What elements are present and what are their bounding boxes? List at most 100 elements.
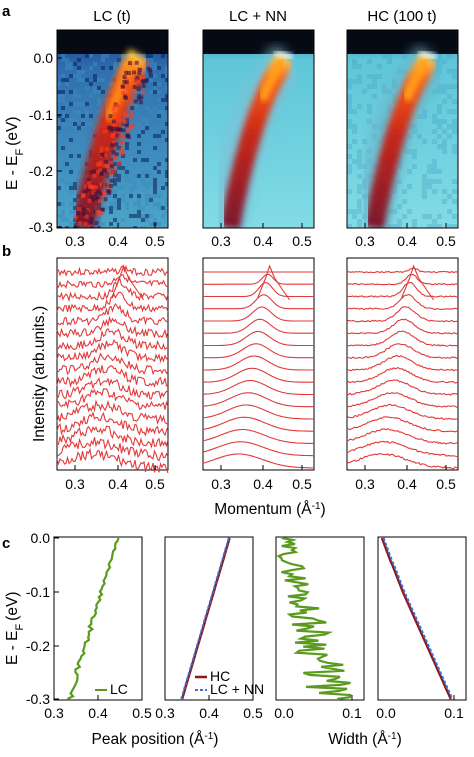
row-c-ytick-0: 0.0	[31, 530, 51, 546]
mdc-stack-hc	[346, 264, 459, 470]
mdc-lc-frame	[56, 257, 169, 471]
peak-compare-plot	[180, 537, 231, 700]
mdc-curve	[202, 441, 314, 457]
peak-lc-frame	[53, 536, 143, 701]
mdc-curve	[56, 315, 169, 339]
mdc-curve	[346, 343, 459, 360]
mdc-curve	[346, 403, 459, 420]
mdc-curve	[203, 355, 314, 371]
panel-label-b: b	[2, 243, 11, 260]
mdc-curve	[346, 354, 459, 372]
row-a-ytick-3: -0.3	[29, 219, 53, 235]
mdc-curve	[57, 425, 169, 449]
width-compare-frame	[377, 536, 467, 701]
b2-xtick-1: 0.4	[253, 476, 273, 492]
width-lc-plot	[276, 536, 353, 701]
mdc-curve	[56, 388, 169, 410]
c4-xtick-0: 0.0	[376, 705, 396, 721]
mdc-curve	[202, 392, 314, 408]
width-lc-frame	[275, 536, 365, 701]
c1-xtick-0: 0.3	[44, 705, 64, 721]
panel-label-a: a	[2, 3, 11, 20]
legend-label-hc: HC	[210, 668, 230, 684]
series-line	[180, 537, 230, 700]
row-c-ytick-2: -0.2	[26, 638, 50, 654]
row-c-ytick-3: -0.3	[26, 691, 50, 707]
mdc-curve	[203, 281, 314, 298]
a2-xtick-1: 0.4	[253, 233, 273, 249]
mdc-curve	[202, 416, 314, 432]
row-a-ytick-1: -0.1	[29, 107, 53, 123]
mdc-curve	[346, 366, 459, 384]
a1-xtick-0: 0.3	[65, 233, 85, 249]
mdc-curve	[346, 440, 459, 458]
legend-label-lc: LC	[110, 681, 128, 697]
c2-xtick-2: 0.5	[243, 705, 263, 721]
mdc-curve	[346, 282, 459, 298]
mdc-curve	[346, 416, 459, 433]
b2-xtick-2: 0.5	[292, 476, 312, 492]
b1-xtick-0: 0.3	[65, 476, 85, 492]
mdc-stack-lcnn	[202, 264, 315, 469]
legend-label-lcnn: LC + NN	[210, 681, 264, 697]
row-c-xticks: 0.3 0.4 0.5 0.3 0.4 0.5 0.0 0.1 0.0 0.1	[44, 695, 464, 721]
mdc-curve	[346, 453, 459, 470]
mdc-curve	[346, 379, 459, 396]
mdc-lcnn-frame	[202, 257, 315, 471]
mdc-curve	[56, 399, 169, 425]
c4-xtick-1: 0.1	[444, 705, 464, 721]
b3-xtick-0: 0.3	[355, 476, 375, 492]
peak-compare-frame	[164, 536, 254, 701]
panel-label-c: c	[2, 535, 10, 552]
row-a-ytick-2: -0.2	[29, 163, 53, 179]
c3-xtick-0: 0.0	[274, 705, 294, 721]
heatmap-lcnn	[203, 30, 314, 228]
a1-xtick-2: 0.5	[145, 233, 165, 249]
mdc-top-peak	[401, 264, 435, 301]
mdc-curve	[56, 302, 169, 326]
mdc-curve	[56, 365, 169, 388]
b2-xtick-0: 0.3	[211, 476, 231, 492]
mdc-curve	[203, 306, 314, 322]
mdc-curve	[56, 338, 169, 364]
legend-lc: LC	[95, 681, 128, 697]
mdc-curve	[56, 352, 169, 376]
row-c-xlabel-width: Width (Å-1)	[328, 731, 402, 749]
series-line	[382, 537, 454, 700]
mdc-curve	[203, 318, 314, 334]
row-a-xticks: 0.3 0.4 0.5 0.3 0.4 0.5 0.3 0.4 0.5	[65, 223, 456, 249]
a3-xtick-1: 0.4	[397, 233, 417, 249]
b3-xtick-2: 0.5	[436, 476, 456, 492]
c2-xtick-0: 0.3	[155, 705, 175, 721]
c1-xtick-1: 0.4	[88, 705, 108, 721]
heatmap-hc-frame	[346, 29, 459, 229]
mdc-curve	[202, 379, 314, 396]
mdc-curve	[346, 330, 459, 347]
column-title-hc: HC (100 t)	[367, 8, 436, 25]
peak-lc-plot	[66, 537, 120, 701]
mdc-curve	[56, 291, 169, 314]
row-a-ytick-0: 0.0	[34, 50, 54, 66]
mdc-curve	[346, 273, 459, 286]
series-line	[66, 537, 120, 701]
row-c-ylabel: E - EF(eV)	[4, 592, 26, 665]
heatmap-hc	[347, 30, 458, 228]
mdc-curve	[346, 267, 459, 274]
mdc-stack-lc	[56, 264, 169, 474]
mdc-curve	[202, 453, 314, 469]
mdc-curve	[56, 437, 169, 462]
mdc-curve	[56, 447, 169, 474]
row-a-ylabel: E - EF(eV)	[4, 117, 26, 190]
mdc-curve	[346, 392, 459, 408]
mdc-curve	[56, 278, 169, 303]
mdc-curve	[202, 404, 314, 420]
mdc-curve	[56, 411, 169, 437]
b1-xtick-1: 0.4	[108, 476, 128, 492]
series-line	[276, 536, 353, 701]
mdc-curve	[203, 273, 315, 285]
a2-xtick-2: 0.5	[292, 233, 312, 249]
mdc-hc-frame	[346, 257, 459, 471]
mdc-curve	[56, 327, 169, 351]
mdc-curve	[56, 264, 169, 277]
